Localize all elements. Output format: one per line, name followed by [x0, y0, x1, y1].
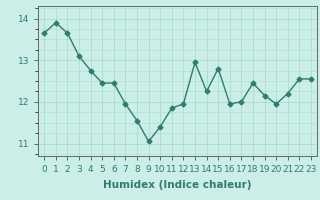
X-axis label: Humidex (Indice chaleur): Humidex (Indice chaleur) [103, 180, 252, 190]
